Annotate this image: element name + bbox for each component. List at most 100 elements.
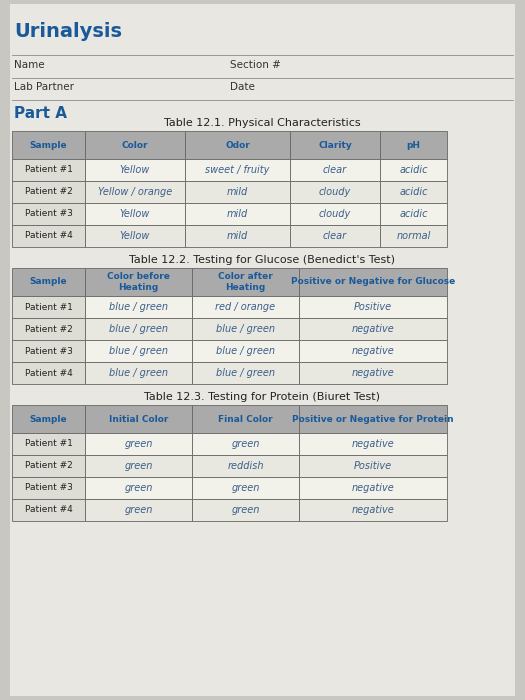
Text: negative: negative bbox=[352, 483, 394, 493]
FancyBboxPatch shape bbox=[192, 340, 299, 362]
FancyBboxPatch shape bbox=[12, 477, 85, 499]
Text: green: green bbox=[124, 505, 153, 515]
Text: Patient #1: Patient #1 bbox=[25, 302, 72, 312]
FancyBboxPatch shape bbox=[12, 340, 85, 362]
FancyBboxPatch shape bbox=[380, 203, 447, 225]
Text: Part A: Part A bbox=[14, 106, 67, 121]
FancyBboxPatch shape bbox=[12, 405, 85, 433]
FancyBboxPatch shape bbox=[185, 159, 290, 181]
Text: negative: negative bbox=[352, 324, 394, 334]
FancyBboxPatch shape bbox=[192, 268, 299, 296]
Text: Patient #1: Patient #1 bbox=[25, 440, 72, 449]
FancyBboxPatch shape bbox=[12, 225, 85, 247]
Text: blue / green: blue / green bbox=[109, 324, 168, 334]
FancyBboxPatch shape bbox=[299, 362, 447, 384]
FancyBboxPatch shape bbox=[192, 499, 299, 521]
FancyBboxPatch shape bbox=[12, 131, 85, 159]
Text: green: green bbox=[124, 461, 153, 471]
Text: negative: negative bbox=[352, 346, 394, 356]
FancyBboxPatch shape bbox=[85, 477, 192, 499]
FancyBboxPatch shape bbox=[290, 203, 380, 225]
Text: green: green bbox=[124, 483, 153, 493]
FancyBboxPatch shape bbox=[185, 181, 290, 203]
FancyBboxPatch shape bbox=[85, 225, 185, 247]
FancyBboxPatch shape bbox=[85, 405, 192, 433]
Text: Sample: Sample bbox=[30, 141, 67, 150]
FancyBboxPatch shape bbox=[12, 499, 85, 521]
Text: Yellow: Yellow bbox=[120, 209, 150, 219]
Text: Color before
Heating: Color before Heating bbox=[107, 272, 170, 292]
Text: Urinalysis: Urinalysis bbox=[14, 22, 122, 41]
Text: Patient #2: Patient #2 bbox=[25, 461, 72, 470]
FancyBboxPatch shape bbox=[12, 203, 85, 225]
FancyBboxPatch shape bbox=[12, 433, 85, 455]
Text: Table 12.1. Physical Characteristics: Table 12.1. Physical Characteristics bbox=[164, 118, 360, 128]
Text: blue / green: blue / green bbox=[216, 368, 275, 378]
FancyBboxPatch shape bbox=[192, 296, 299, 318]
FancyBboxPatch shape bbox=[85, 159, 185, 181]
Text: green: green bbox=[124, 439, 153, 449]
FancyBboxPatch shape bbox=[380, 181, 447, 203]
FancyBboxPatch shape bbox=[10, 4, 515, 696]
FancyBboxPatch shape bbox=[299, 318, 447, 340]
FancyBboxPatch shape bbox=[12, 296, 85, 318]
Text: normal: normal bbox=[396, 231, 430, 241]
FancyBboxPatch shape bbox=[192, 433, 299, 455]
Text: Clarity: Clarity bbox=[318, 141, 352, 150]
FancyBboxPatch shape bbox=[380, 159, 447, 181]
Text: green: green bbox=[232, 439, 260, 449]
FancyBboxPatch shape bbox=[290, 181, 380, 203]
Text: green: green bbox=[232, 505, 260, 515]
Text: Sample: Sample bbox=[30, 277, 67, 286]
Text: Table 12.3. Testing for Protein (Biuret Test): Table 12.3. Testing for Protein (Biuret … bbox=[144, 392, 380, 402]
FancyBboxPatch shape bbox=[299, 477, 447, 499]
Text: Yellow: Yellow bbox=[120, 231, 150, 241]
Text: Patient #1: Patient #1 bbox=[25, 165, 72, 174]
FancyBboxPatch shape bbox=[85, 296, 192, 318]
Text: Patient #4: Patient #4 bbox=[25, 232, 72, 241]
Text: Patient #4: Patient #4 bbox=[25, 505, 72, 514]
Text: acidic: acidic bbox=[399, 165, 428, 175]
Text: Patient #2: Patient #2 bbox=[25, 188, 72, 197]
FancyBboxPatch shape bbox=[85, 433, 192, 455]
FancyBboxPatch shape bbox=[85, 318, 192, 340]
Text: Final Color: Final Color bbox=[218, 414, 273, 424]
FancyBboxPatch shape bbox=[185, 225, 290, 247]
Text: mild: mild bbox=[227, 209, 248, 219]
Text: Patient #3: Patient #3 bbox=[25, 484, 72, 493]
Text: sweet / fruity: sweet / fruity bbox=[205, 165, 270, 175]
FancyBboxPatch shape bbox=[85, 203, 185, 225]
FancyBboxPatch shape bbox=[299, 296, 447, 318]
FancyBboxPatch shape bbox=[192, 455, 299, 477]
Text: acidic: acidic bbox=[399, 209, 428, 219]
Text: reddish: reddish bbox=[227, 461, 264, 471]
Text: clear: clear bbox=[323, 165, 347, 175]
FancyBboxPatch shape bbox=[185, 131, 290, 159]
Text: Positive: Positive bbox=[354, 302, 392, 312]
FancyBboxPatch shape bbox=[192, 477, 299, 499]
FancyBboxPatch shape bbox=[192, 405, 299, 433]
Text: Color: Color bbox=[122, 141, 148, 150]
Text: Section #: Section # bbox=[230, 60, 281, 70]
Text: Name: Name bbox=[14, 60, 45, 70]
FancyBboxPatch shape bbox=[380, 131, 447, 159]
Text: negative: negative bbox=[352, 439, 394, 449]
Text: mild: mild bbox=[227, 187, 248, 197]
Text: blue / green: blue / green bbox=[109, 302, 168, 312]
FancyBboxPatch shape bbox=[12, 159, 85, 181]
Text: negative: negative bbox=[352, 505, 394, 515]
Text: red / orange: red / orange bbox=[215, 302, 276, 312]
Text: negative: negative bbox=[352, 368, 394, 378]
FancyBboxPatch shape bbox=[85, 131, 185, 159]
FancyBboxPatch shape bbox=[380, 225, 447, 247]
FancyBboxPatch shape bbox=[299, 340, 447, 362]
FancyBboxPatch shape bbox=[299, 268, 447, 296]
Text: Patient #3: Patient #3 bbox=[25, 346, 72, 356]
Text: acidic: acidic bbox=[399, 187, 428, 197]
FancyBboxPatch shape bbox=[192, 318, 299, 340]
Text: Date: Date bbox=[230, 82, 255, 92]
Text: Patient #4: Patient #4 bbox=[25, 368, 72, 377]
Text: Positive: Positive bbox=[354, 461, 392, 471]
Text: green: green bbox=[232, 483, 260, 493]
Text: Lab Partner: Lab Partner bbox=[14, 82, 74, 92]
